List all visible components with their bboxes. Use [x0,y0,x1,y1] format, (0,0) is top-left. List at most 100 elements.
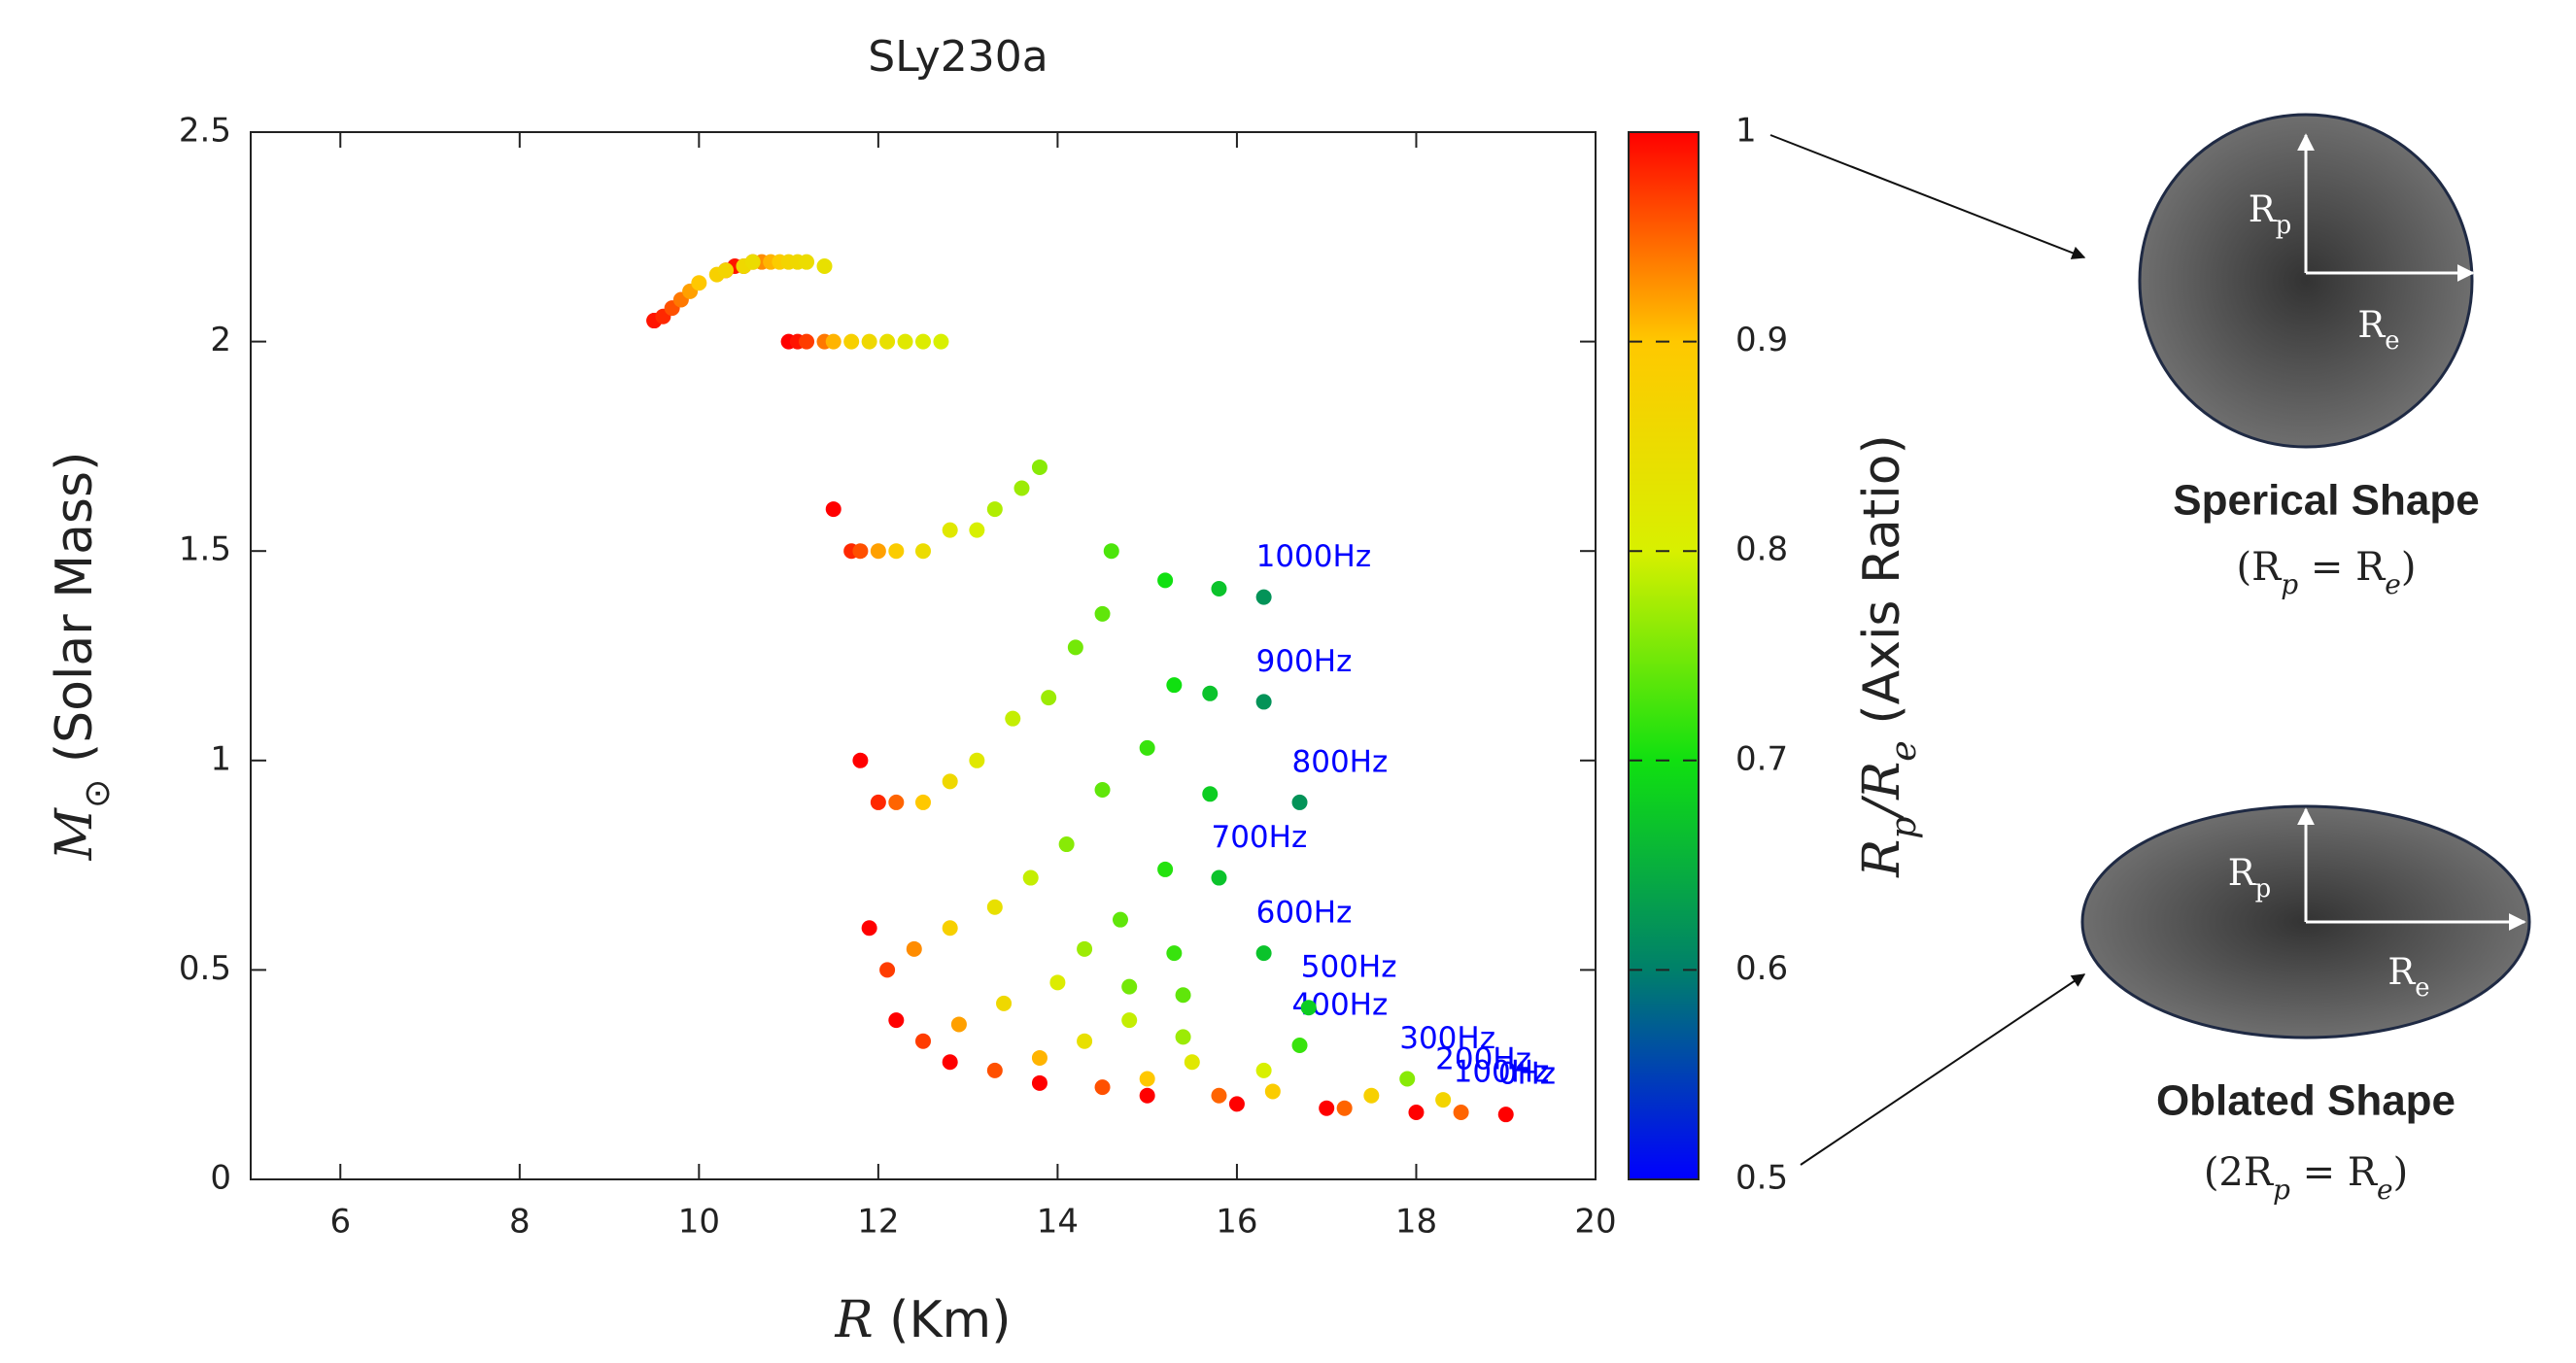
shape-axis-label: Re [2357,304,2399,357]
colorbar-tick-label: 0.9 [1735,321,1788,359]
y-axis-label-part: ⊙ [76,779,118,809]
data-point [942,920,958,937]
data-point [879,962,896,978]
data-point [852,752,869,768]
data-point [1049,974,1066,991]
data-point [888,794,905,810]
colorbar-tick-label: 0.6 [1735,949,1788,988]
data-point [1121,1012,1138,1029]
data-point [1022,869,1039,886]
series-label: 500Hz [1301,950,1397,985]
data-point [1363,1087,1380,1104]
data-point [843,333,860,350]
y-tick-label: 2 [210,321,231,359]
data-point [996,995,1013,1011]
shape-relation-part: ) [2393,1150,2409,1195]
data-point [1031,1074,1048,1091]
data-point [1166,945,1183,962]
colorbar-label-part: R [1853,839,1911,878]
y-tick-label: 0 [210,1159,231,1198]
data-point [691,275,707,291]
shape-relation: (Rp = Re) [2237,545,2417,600]
shape-axis-label: Rp [2228,852,2271,904]
series-label: 300Hz [1399,1021,1495,1056]
data-point [986,501,1003,518]
y-tick-label: 1 [210,739,231,778]
data-point [1255,694,1272,710]
data-point [942,773,958,790]
data-point [1255,1062,1272,1078]
data-point [942,1054,958,1071]
shape-relation-part: e [2377,1174,2393,1206]
data-point [1435,1092,1452,1108]
data-point [986,1062,1003,1078]
data-point [1094,1079,1111,1096]
shape-caption: Sperical Shape [2173,477,2479,525]
data-point [1094,605,1111,622]
data-point [718,262,735,279]
data-point [1453,1105,1469,1121]
data-point [1058,836,1075,853]
data-point [1067,639,1083,656]
y-axis-label-part: (Solar Mass) [46,452,104,779]
data-point [1211,869,1227,886]
plot-frame [250,131,1597,1180]
data-point [825,501,841,518]
colorbar-label-part: p [1882,816,1924,838]
data-point [1211,1087,1227,1104]
data-point [1157,861,1174,877]
colorbar-tick-label: 0.5 [1735,1159,1788,1198]
shape-relation-part: e [2385,568,2401,600]
shape-axis-label-part: R [2228,852,2256,894]
shape-relation-part: = R [2298,545,2387,590]
colorbar-label-part: (Axis Ratio) [1853,434,1911,740]
series-label: 600Hz [1256,896,1353,931]
shape-axis-label-part: R [2387,951,2416,993]
data-point [1031,1049,1048,1066]
shape-axis-label-part: R [2249,188,2277,230]
x-axis-label-part: (Km) [874,1291,1012,1349]
shape-relation-part: p [2281,568,2298,600]
shape-axis-label: Re [2387,951,2429,1004]
data-point [825,333,841,350]
data-point [915,333,931,350]
x-axis-label: R (Km) [834,1291,1011,1350]
colorbar-label: Rp/Re (Axis Ratio) [1853,434,1925,878]
data-point [816,257,833,274]
colorbar-tick-label: 1 [1735,112,1757,151]
data-point [870,794,886,810]
shape-axis-label: Rp [2249,188,2291,241]
data-point [1202,685,1219,701]
data-point [1319,1100,1335,1116]
x-tick-label: 10 [678,1203,720,1242]
data-point [942,522,958,538]
data-point [1175,987,1191,1004]
data-point [933,333,949,350]
data-point [897,333,913,350]
shape-relation-part: p [2273,1174,2290,1206]
data-point [861,920,877,937]
chart-title: SLy230a [868,32,1048,82]
data-point [744,254,761,270]
shape-relation-part: = R [2290,1150,2379,1195]
data-point [1184,1054,1200,1071]
data-point [1291,794,1308,810]
data-point [915,543,931,560]
series-label: 700Hz [1211,820,1307,855]
x-axis-label-part: R [834,1291,873,1349]
data-point [1264,1083,1281,1100]
series-label: 900Hz [1256,644,1353,679]
data-point [1077,1033,1093,1049]
series-label: 200Hz [1435,1042,1531,1077]
data-point [879,333,896,350]
x-tick-label: 8 [509,1203,531,1242]
data-point [915,794,931,810]
data-point [1041,690,1057,706]
x-tick-label: 12 [857,1203,899,1242]
data-point [1300,1000,1317,1016]
data-point [1408,1105,1425,1121]
data-point [852,543,869,560]
data-point [1228,1096,1245,1112]
colorbar [1628,131,1700,1180]
y-tick-label: 0.5 [179,949,231,988]
